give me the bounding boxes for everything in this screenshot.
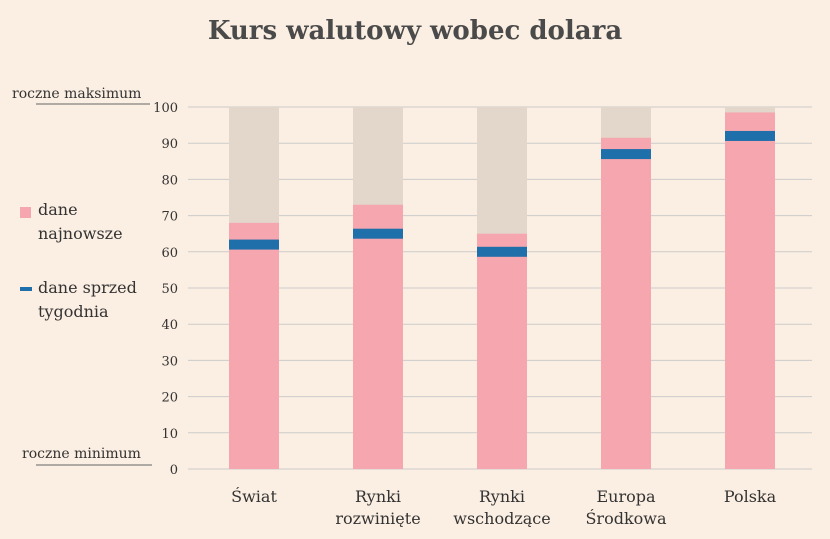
week-ago-marker: [601, 149, 651, 160]
x-category-label: Polska: [685, 486, 815, 508]
x-category-label: Rynki wschodzące: [437, 486, 567, 530]
legend-label-latest-line1: dane: [38, 200, 78, 219]
latest-bar: [229, 222, 279, 469]
chart-title: Kurs walutowy wobec dolara: [207, 16, 623, 46]
annual-max-label: roczne maksimum: [12, 86, 142, 102]
y-tick-label: 90: [161, 137, 178, 152]
latest-bar: [353, 204, 403, 470]
latest-bar: [725, 112, 775, 470]
legend-swatch-week-ago: [20, 287, 32, 291]
latest-bar: [601, 137, 651, 469]
x-category-label-line: Polska: [723, 487, 777, 506]
x-category-label: Europa Środkowa: [561, 486, 691, 530]
x-category-label-line: rozwinięte: [335, 509, 421, 528]
week-ago-marker: [229, 239, 279, 250]
y-tick-label: 100: [153, 101, 178, 116]
y-tick-label: 50: [161, 282, 178, 297]
x-category-label: Rynki rozwinięte: [313, 486, 443, 530]
x-category-label-line: Świat: [231, 487, 277, 506]
legend-label-week-ago-line1: dane sprzed: [38, 278, 137, 297]
x-category-label-line: Rynki: [479, 487, 525, 506]
x-category-label-line: wschodzące: [453, 509, 551, 528]
week-ago-marker: [725, 130, 775, 141]
legend-label-week-ago-line2: tygodnia: [38, 302, 109, 321]
week-ago-marker: [353, 228, 403, 239]
legend-label-latest-line2: najnowsze: [38, 224, 123, 243]
annual-min-label: roczne minimum: [22, 446, 141, 462]
y-tick-label: 70: [161, 210, 178, 225]
legend-swatch-latest: [20, 207, 31, 218]
y-tick-label: 60: [161, 246, 178, 261]
week-ago-marker: [477, 246, 527, 257]
x-category-label-line: Środkowa: [585, 509, 667, 528]
y-tick-label: 30: [161, 354, 178, 369]
y-tick-label: 20: [161, 391, 178, 406]
latest-bar: [477, 233, 527, 469]
x-category-label: Świat: [189, 486, 319, 508]
y-tick-label: 80: [161, 173, 178, 188]
y-tick-label: 0: [170, 463, 178, 478]
x-category-label-line: Rynki: [355, 487, 401, 506]
y-tick-label: 40: [161, 318, 178, 333]
x-category-label-line: Europa: [596, 487, 656, 506]
y-tick-label: 10: [161, 427, 178, 442]
